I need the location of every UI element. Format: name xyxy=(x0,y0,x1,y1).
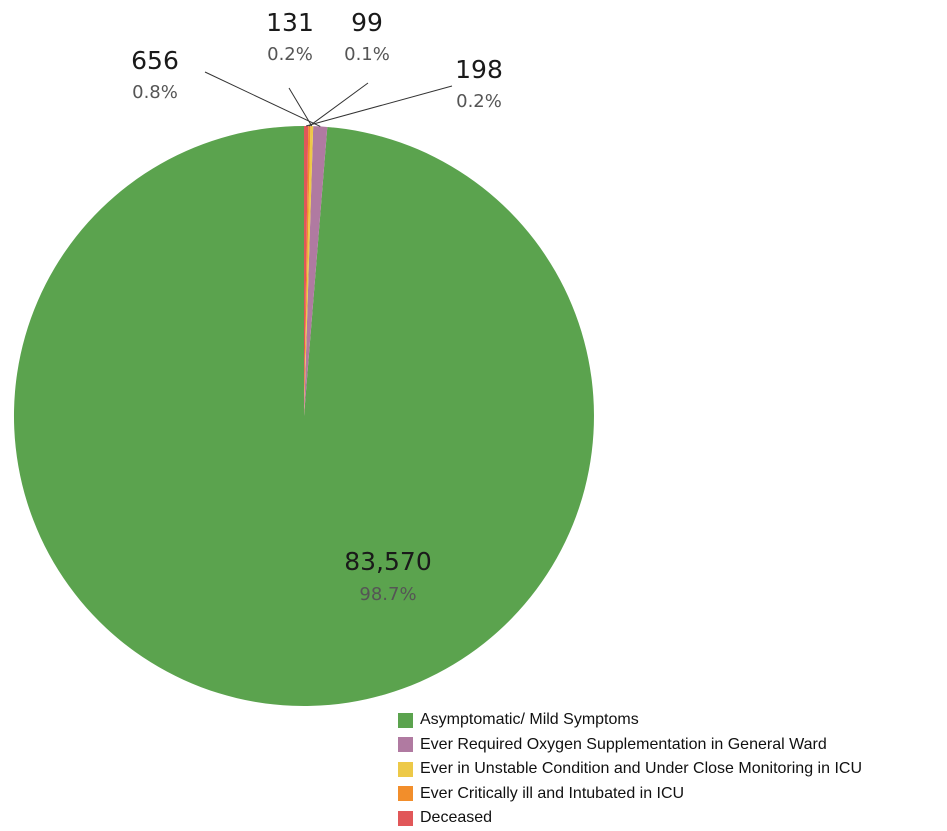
data-label-percent: 0.2% xyxy=(456,91,502,112)
leader-line-ever-critically-ill-and-intubated-in-icu xyxy=(309,82,369,127)
slice-label-deceased: 198 0.2% xyxy=(455,55,503,112)
slice-label-unstable: 131 0.2% xyxy=(266,8,314,65)
legend-label: Ever Critically ill and Intubated in ICU xyxy=(420,784,685,802)
legend-item-unstable: Ever in Unstable Condition and Under Clo… xyxy=(398,757,862,782)
legend-swatch xyxy=(398,810,413,826)
legend-swatch xyxy=(398,761,413,777)
legend-item-deceased: Deceased xyxy=(398,806,862,831)
legend-label: Ever Required Oxygen Supplementation in … xyxy=(420,735,827,753)
data-label-value: 656 xyxy=(131,46,179,75)
legend: Asymptomatic/ Mild Symptoms Ever Require… xyxy=(398,708,862,831)
legend-item-intubated: Ever Critically ill and Intubated in ICU xyxy=(398,782,862,807)
data-label-percent: 0.2% xyxy=(267,44,313,65)
data-label-value: 198 xyxy=(455,55,503,84)
legend-item-oxygen: Ever Required Oxygen Supplementation in … xyxy=(398,733,862,758)
pie-slice-asymptomatic-mild-symptoms xyxy=(13,126,594,706)
data-label-value: 131 xyxy=(266,8,314,37)
leader-line-ever-in-unstable-condition-and-under-close-monitoring-in-icu xyxy=(288,87,313,127)
slice-label-intubated: 99 0.1% xyxy=(344,8,390,65)
data-label-value: 83,570 xyxy=(344,547,431,576)
data-label-percent: 98.7% xyxy=(359,584,416,605)
data-label-percent: 0.1% xyxy=(344,44,390,65)
pie-slice-ever-critically-ill-and-intubated-in-icu xyxy=(304,126,311,416)
legend-label: Deceased xyxy=(420,809,493,827)
pie-slices xyxy=(13,125,594,706)
leader-line-deceased xyxy=(305,85,453,127)
slice-label-asymptomatic: 83,570 98.7% xyxy=(344,547,431,605)
pie-slice-ever-required-oxygen-supplementation-in-general-ward xyxy=(304,126,328,417)
legend-label: Ever in Unstable Condition and Under Clo… xyxy=(420,760,862,778)
legend-swatch xyxy=(398,737,413,753)
legend-swatch xyxy=(398,786,413,802)
legend-item-asymptomatic: Asymptomatic/ Mild Symptoms xyxy=(398,708,862,733)
leader-lines xyxy=(204,71,453,127)
leader-line-ever-required-oxygen-supplementation-in-general-ward xyxy=(204,71,321,127)
slice-label-oxygen: 656 0.8% xyxy=(131,46,179,103)
pie-slice-deceased xyxy=(304,125,309,416)
data-label-percent: 0.8% xyxy=(132,82,178,103)
legend-swatch xyxy=(398,712,413,728)
pie-slice-ever-in-unstable-condition-and-under-close-monitoring-in-icu xyxy=(304,126,314,416)
data-label-value: 99 xyxy=(351,8,383,37)
legend-label: Asymptomatic/ Mild Symptoms xyxy=(420,711,639,729)
